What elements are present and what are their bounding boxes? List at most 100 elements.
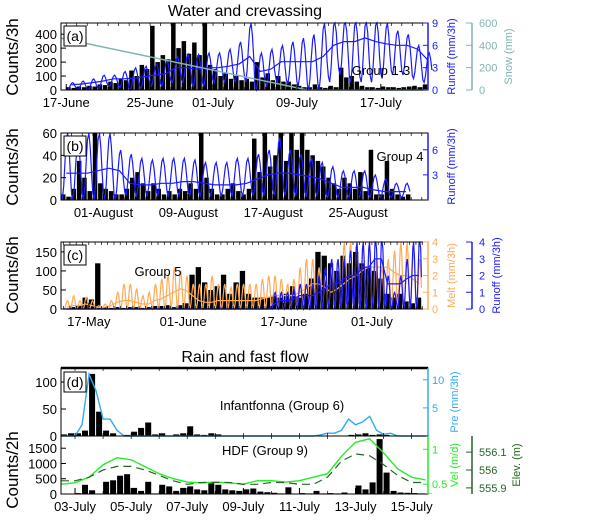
count-bar (362, 489, 369, 494)
count-bar (378, 278, 384, 309)
group-annotation: Group 1-3 (352, 63, 411, 78)
count-bar (103, 481, 110, 494)
group-annotation: Group 4 (377, 149, 424, 164)
count-bar (368, 149, 374, 201)
right-tick-label: 555.9 (479, 483, 507, 495)
count-bar (313, 490, 320, 494)
count-bar (180, 433, 187, 436)
runoff-line (60, 133, 411, 200)
count-bar (197, 55, 202, 90)
count-bar (66, 196, 71, 200)
panel-1: 17-June 25-June 01-July 09-July 17-July01002… (3, 18, 515, 110)
count-bar (166, 486, 173, 494)
count-bar (369, 434, 376, 436)
right-tick-label: 4 (479, 237, 485, 249)
count-bar (172, 194, 177, 200)
count-bar (71, 87, 76, 90)
right-tick-label: 0 (479, 304, 485, 316)
count-bar (236, 490, 243, 494)
count-bar (355, 485, 362, 494)
count-bar (391, 87, 396, 90)
y-tick-label: 0 (50, 429, 57, 444)
count-bar (396, 87, 401, 90)
count-bar (246, 293, 252, 309)
count-bar (82, 430, 88, 436)
count-bar (183, 303, 189, 309)
count-bar (386, 87, 391, 90)
precip-axis-label: Pre (mm/3h) (449, 371, 461, 432)
y-tick-label: 50 (43, 283, 57, 298)
count-bar (158, 306, 164, 309)
y-tick-label: 150 (35, 245, 57, 260)
count-bar (145, 481, 152, 494)
y-tick-label: 40 (43, 148, 57, 163)
panel-label-box (63, 371, 87, 393)
count-bar (236, 191, 241, 200)
count-bar (338, 67, 344, 90)
count-bar (227, 293, 233, 309)
y-tick-label: 200 (35, 55, 57, 70)
count-bar (334, 270, 340, 309)
count-bar (341, 492, 348, 494)
panel-label-box (63, 135, 87, 157)
group-annotation: HDF (Group 9) (222, 443, 308, 458)
count-bar (131, 487, 138, 494)
count-bar (244, 78, 249, 90)
count-bar (262, 133, 268, 200)
count-bar (252, 297, 258, 309)
count-bar (208, 483, 215, 494)
count-bar (278, 133, 283, 200)
right-tick-label: 200 (479, 63, 497, 75)
x-tick-label: 17-June (260, 314, 307, 329)
count-bar (102, 85, 108, 90)
count-bar (92, 86, 97, 90)
panel-label: (a) (66, 28, 83, 44)
x-tick-label: 17-June (43, 95, 90, 110)
right-tick-label: 4 (432, 237, 438, 249)
count-bar (315, 160, 321, 200)
y-tick-label: 1500 (28, 441, 57, 456)
right-tick-label: 3 (432, 63, 438, 75)
group-annotation: Group 5 (135, 264, 182, 279)
count-bar (161, 194, 167, 200)
count-bar (405, 194, 411, 200)
count-bar (194, 489, 201, 494)
x-tick-label: 03-July (54, 499, 96, 514)
count-bar (117, 475, 124, 494)
count-bar (159, 433, 166, 436)
count-bar (113, 83, 118, 90)
count-bar (323, 87, 328, 90)
count-bar (76, 305, 82, 309)
count-bar (359, 85, 365, 90)
count-bar (375, 87, 381, 90)
count-bar (134, 76, 139, 90)
snow-axis-label: Snow (mm) (503, 28, 515, 84)
count-bar (215, 434, 222, 436)
count-bar (114, 307, 120, 309)
panel-2: 01-August 09-August 17-August 25-August 0 20 4… (3, 126, 458, 220)
group-annotation: Infantfonna (Group 6) (220, 398, 344, 413)
right-tick-label: 1 (479, 287, 485, 299)
count-bar (193, 188, 199, 200)
count-bar (380, 86, 386, 90)
right-tick-label: 3 (479, 254, 485, 266)
elevation-line (61, 453, 426, 485)
count-bar (176, 305, 183, 309)
count-bar (229, 490, 236, 494)
count-bar (407, 86, 412, 90)
count-bar (173, 434, 180, 436)
right-tick-label: 0 (432, 304, 438, 316)
right-tick-label: 556 (479, 465, 497, 477)
count-bar (249, 81, 255, 90)
count-bar (145, 307, 151, 309)
count-bar (331, 183, 337, 201)
count-bar (96, 411, 103, 436)
count-bar (124, 474, 131, 494)
count-bar (155, 62, 160, 90)
panel-label: (c) (67, 247, 83, 263)
y-tick-label: 100 (35, 375, 57, 390)
count-bar (222, 489, 229, 494)
count-bar (403, 301, 409, 309)
count-bar (397, 293, 403, 309)
